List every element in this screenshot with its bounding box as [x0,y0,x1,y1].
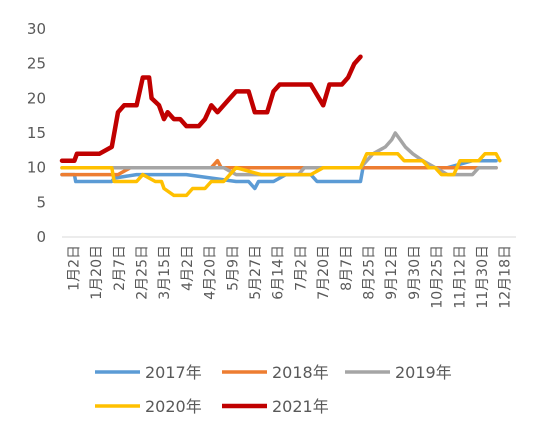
x-tick-label: 5月27日 [248,245,264,300]
x-tick-label: 11月30日 [475,245,491,309]
y-tick-label: 30 [27,20,46,38]
x-tick-label-text: 7月20日 [316,245,332,300]
x-tick-label: 6月14日 [271,245,287,300]
series-layer [59,54,502,198]
series-line-4 [59,54,363,163]
x-tick-label-text: 4月20日 [203,245,219,300]
x-tick-label: 12月18日 [498,245,514,309]
x-tick-label-text: 2月25日 [134,245,150,300]
y-tick-label: 10 [27,159,46,177]
x-tick-label: 2月25日 [134,245,150,300]
x-tick-label: 10月25日 [430,245,446,309]
legend-label: 2021年 [272,397,329,416]
x-tick-label-text: 2月7日 [112,245,128,291]
legend-item: 2017年 [95,363,202,382]
x-tick-label-text: 11月30日 [475,245,491,309]
series-line-3 [60,152,502,198]
x-tick-label: 4月2日 [180,245,196,291]
y-tick-label: 25 [27,55,46,73]
x-tick-label: 7月2日 [293,245,309,291]
y-tick-label: 20 [27,89,46,107]
x-tick-label: 9月30日 [407,245,423,300]
x-axis: 1月2日 1月20日 2月7日 2月25日 3月15日 4月2日 4月20日 5月9日 5月27… [62,236,516,309]
legend-item: 2018年 [222,363,329,382]
legend-item: 2019年 [345,363,452,382]
y-axis: 0 5 10 15 20 25 30 [27,20,46,246]
legend-label: 2017年 [145,363,202,382]
x-tick-label: 4月20日 [203,245,219,300]
x-tick-label-text: 4月2日 [180,245,196,291]
x-tick-label-text: 10月25日 [430,245,446,309]
y-tick-label: 0 [36,228,46,246]
x-tick-label: 8月7日 [339,245,355,291]
y-tick-label: 15 [27,124,46,142]
legend-item: 2021年 [222,397,329,416]
x-tick-label-text: 3月15日 [157,245,173,300]
x-tick-label-text: 8月25日 [361,245,377,300]
x-tick-label: 3月15日 [157,245,173,300]
x-tick-label-text: 5月27日 [248,245,264,300]
legend-label: 2020年 [145,397,202,416]
legend-label: 2019年 [395,363,452,382]
legend-label: 2018年 [272,363,329,382]
x-tick-label-text: 6月14日 [271,245,287,300]
x-tick-label: 5月9日 [225,245,241,291]
x-tick-label-text: 1月20日 [89,245,105,300]
y-tick-label: 5 [36,193,46,211]
x-tick-label: 1月2日 [66,245,82,291]
legend-item: 2020年 [95,397,202,416]
x-tick-label: 9月12日 [384,245,400,300]
x-tick-label: 1月20日 [89,245,105,300]
x-tick-label-text: 9月30日 [407,245,423,300]
x-tick-label: 8月25日 [361,245,377,300]
x-tick-label-text: 7月2日 [293,245,309,291]
x-tick-label-text: 9月12日 [384,245,400,300]
x-tick-label-text: 1月2日 [66,245,82,291]
x-tick-label: 11月12日 [452,245,468,309]
x-tick-label: 7月20日 [316,245,332,300]
x-tick-label-text: 5月9日 [225,245,241,291]
x-tick-label-text: 11月12日 [452,245,468,309]
x-tick-label: 2月7日 [112,245,128,291]
x-tick-label-text: 8月7日 [339,245,355,291]
x-tick-label-text: 12月18日 [498,245,514,309]
legend: 2017年 2018年 2019年 2020年 2021年 [95,363,452,416]
